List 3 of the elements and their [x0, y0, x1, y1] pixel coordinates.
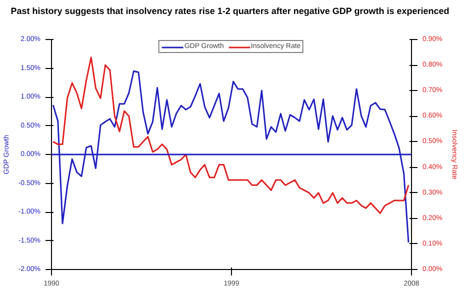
line-series: [52, 56, 410, 214]
line-series: [52, 70, 410, 244]
chart-title: Past history suggests that insolvency rates rise 1-2 quarters after negative GDP growth is experienced: [10, 5, 450, 18]
